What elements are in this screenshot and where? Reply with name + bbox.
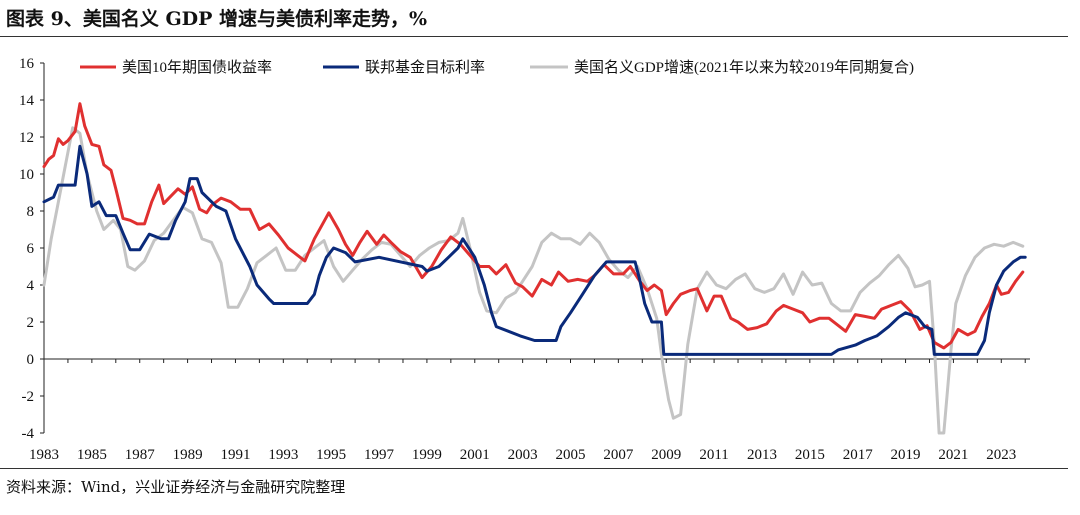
series-line-0: [42, 102, 1025, 350]
y-tick-label: 8: [27, 204, 35, 220]
x-tick-label: 1999: [412, 447, 442, 463]
chart-axes: 16 14 12 10 8 6 4 2 0 -2 -4 1983 1985 1987 1989 1991 199…: [19, 56, 1030, 463]
bottom-divider: [0, 468, 1068, 469]
y-tick-label: 16: [19, 56, 35, 72]
x-tick-label: 2001: [460, 447, 490, 463]
y-tick-label: -4: [22, 426, 35, 442]
x-tick-label: 2013: [747, 447, 777, 463]
legend-label-2: 美国名义GDP增速(2021年以来为较2019年同期复合): [574, 58, 914, 76]
page-title: 图表 9、美国名义 GDP 增速与美债利率走势，%: [6, 8, 428, 30]
series-line-1: [42, 144, 1027, 356]
y-tick-label: 14: [19, 93, 35, 109]
x-tick-label: 1997: [364, 447, 395, 463]
x-tick-label: 2017: [843, 447, 874, 463]
line-chart: 16 14 12 10 8 6 4 2 0 -2 -4 1983 1985 1987 1989 1991 199…: [19, 56, 1030, 463]
y-tick-label: 0: [27, 352, 35, 368]
y-tick-label: 4: [27, 278, 35, 294]
x-tick-label: 1987: [125, 447, 156, 463]
x-tick-label: 2011: [699, 447, 728, 463]
x-tick-label: 2009: [651, 447, 681, 463]
x-tick-label: 2019: [891, 447, 921, 463]
x-tick-label: 1991: [220, 447, 250, 463]
y-tick-label: 12: [19, 130, 34, 146]
x-tick-label: 1985: [77, 447, 107, 463]
x-tick-label: 2021: [938, 447, 968, 463]
legend-label-1: 联邦基金目标利率: [365, 59, 485, 76]
chart-series: [42, 102, 1027, 435]
y-tick-label: 2: [27, 315, 35, 331]
x-tick-label: 2023: [986, 447, 1016, 463]
chart-legend: 美国10年期国债收益率 联邦基金目标利率 美国名义GDP增速(2021年以来为较20…: [80, 58, 914, 76]
x-tick-label: 1989: [173, 447, 203, 463]
y-tick-label: 10: [19, 167, 34, 183]
x-tick-label: 1993: [268, 447, 298, 463]
y-tick-label: -2: [22, 389, 35, 405]
legend-label-0: 美国10年期国债收益率: [122, 59, 272, 76]
x-tick-label: 1995: [316, 447, 346, 463]
source-note: 资料来源：Wind，兴业证券经济与金融研究院整理: [6, 478, 346, 496]
x-tick-label: 1983: [29, 447, 59, 463]
top-divider: [0, 36, 1068, 37]
y-tick-label: 6: [27, 241, 35, 257]
series-line-2: [42, 126, 1025, 435]
x-tick-label: 2003: [508, 447, 538, 463]
x-tick-label: 2007: [603, 447, 634, 463]
x-tick-label: 2015: [795, 447, 825, 463]
x-tick-label: 2005: [556, 447, 586, 463]
